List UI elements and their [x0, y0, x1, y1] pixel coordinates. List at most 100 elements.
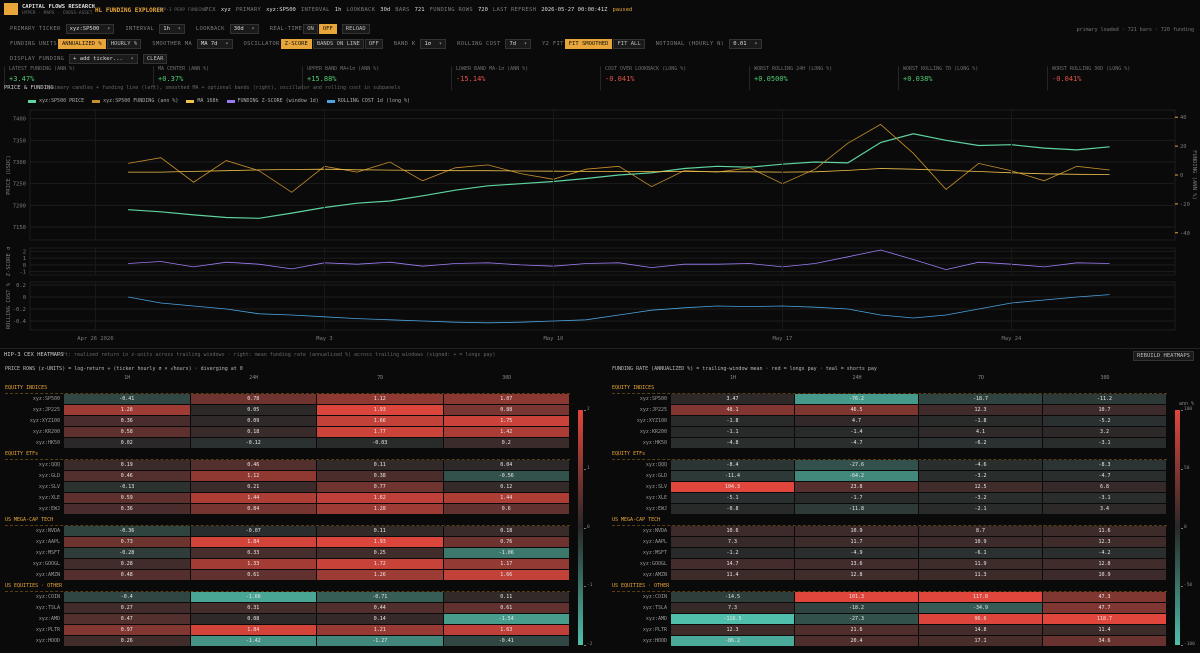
legend: xyz:SP500 PRICE xyz:SP500 FUNDING (ann %)…	[28, 98, 410, 104]
heatmap-cell: 1.07	[443, 394, 569, 404]
colorbar-tick	[584, 645, 586, 646]
select[interactable]: 1h	[159, 24, 185, 34]
toggle-option[interactable]: ON	[303, 24, 318, 34]
stat-value: +0.038%	[903, 75, 933, 83]
button[interactable]: CLEAR	[142, 54, 168, 64]
select[interactable]: 1σ	[420, 39, 447, 49]
heatmap-cell: -5.2	[1043, 416, 1166, 426]
colorbar-tick	[584, 468, 586, 470]
toggle-option[interactable]: ANNUALIZED %	[57, 39, 106, 49]
heatmap-cell: 0.48	[64, 570, 190, 580]
ticker: xyz:SP500	[639, 396, 667, 402]
heatmap-cell: 1.28	[64, 405, 190, 415]
column-header: 1H	[124, 375, 131, 381]
colorbar-tick-label: -50	[1184, 583, 1193, 589]
legend-item: ROLLING COST 1d (long %)	[326, 98, 410, 104]
status-label: BARS	[395, 7, 410, 13]
heatmap-cell: 0.44	[317, 603, 443, 613]
heatmap-cell: 48.1	[671, 405, 794, 415]
select[interactable]: 0.01	[729, 39, 762, 49]
heatmap-cell: 1.84	[190, 537, 316, 547]
legend-label: xyz:SP500 FUNDING (ann %)	[103, 98, 179, 104]
heatmap-cell: -1.66	[190, 592, 316, 602]
heatmap-cell: -3.1	[1043, 493, 1166, 503]
heatmap-cell: 0.11	[317, 460, 443, 470]
toggle-option[interactable]: BANDS ON LINE	[312, 39, 364, 49]
heatmap-cell: -116.5	[671, 614, 794, 624]
ticker: xyz:COIN	[35, 594, 60, 600]
ticker: xyz:HK50	[642, 440, 667, 446]
select[interactable]: 7d	[505, 39, 532, 49]
status-label: FUNDING ROWS	[429, 7, 473, 13]
y-tick-label: 0	[23, 263, 26, 269]
heatmap-cell: -4.6	[919, 460, 1042, 470]
stat: COST OVER LOOKBACK (LONG %) -0.041%	[600, 66, 745, 90]
heatmap-cell: 0.61	[190, 570, 316, 580]
column-header: 30D	[502, 375, 512, 381]
button[interactable]: RELOAD	[341, 24, 370, 34]
ticker: xyz:TSLA	[35, 605, 60, 611]
heatmap-cell: 10.6	[671, 526, 794, 536]
x-tick-label: May 24	[1001, 336, 1022, 342]
stat-value: +3.47%	[9, 75, 35, 83]
heatmap-cell: -18.2	[795, 603, 918, 613]
stat-value: -0.041%	[1052, 75, 1082, 83]
colorbar-tick-label: 50	[1184, 465, 1190, 471]
toggle-option[interactable]: Z-SCORE	[280, 39, 312, 49]
heatmap-cell: 101.3	[795, 592, 918, 602]
heatmap-cell: 0.36	[64, 504, 190, 514]
heatmap-cell: 0.59	[64, 493, 190, 503]
stat-label: LOWER BAND MA-1σ (ANN %)	[456, 66, 529, 72]
heatmap-cell: 23.8	[795, 482, 918, 492]
heatmap-cell: -1.42	[190, 636, 316, 646]
legend-swatch	[226, 99, 235, 103]
toggle-option[interactable]: OFF	[364, 39, 383, 49]
heatmap-cell: 104.3	[671, 482, 794, 492]
heatmap-cell: 11.9	[919, 559, 1042, 569]
heatmap-cell: 7.3	[671, 603, 794, 613]
colorbar-tick-label: 0	[1184, 524, 1187, 530]
heatmap-cell: -0.36	[64, 526, 190, 536]
y-tick-label: 0	[23, 295, 26, 301]
status-value: 30d	[380, 7, 391, 13]
heatmap-cell: 10.9	[795, 526, 918, 536]
heatmap-cell: 0.2	[443, 438, 569, 448]
heatmap-cell: 0.11	[317, 526, 443, 536]
heatmap-cell: -0.8	[671, 504, 794, 514]
select[interactable]: 30d	[229, 24, 259, 34]
select[interactable]: xyz:SP500	[65, 24, 115, 34]
ticker: xyz:COIN	[642, 594, 667, 600]
select[interactable]: + add ticker...	[69, 54, 138, 64]
heatmap-cell: 1.84	[190, 625, 316, 635]
heatmap-cell: 1.93	[317, 405, 443, 415]
heatmap-cell: 1.44	[190, 493, 316, 503]
select[interactable]: MA 7d	[196, 39, 233, 49]
toggle-option[interactable]: FIT SMOOTHED	[564, 39, 613, 49]
heatmap-cell: 0.88	[443, 405, 569, 415]
y2-tick-label: 0	[1180, 173, 1183, 179]
colorbar-tick-label: 0	[587, 524, 590, 530]
price-funding-chart: 715072007250730073507400-40-2002040PRICE…	[6, 109, 1197, 342]
toggle-option[interactable]: HOURLY %	[106, 39, 142, 49]
y-tick-label: 1	[23, 256, 26, 262]
stat-label: MA CENTER (ANN %)	[158, 66, 210, 72]
legend-swatch	[92, 99, 101, 103]
heatmap-cell: 3.2	[1043, 427, 1166, 437]
colorbar-tick-label: -100	[1184, 642, 1195, 647]
heatmap-cell: 10.9	[919, 537, 1042, 547]
ticker: xyz:KR200	[32, 429, 60, 435]
heatmap-cell: 8.7	[919, 526, 1042, 536]
heatmap-cell: 1.72	[317, 559, 443, 569]
y-tick-label: 7200	[13, 203, 26, 209]
column-header: 1H	[729, 375, 737, 381]
toggle-option[interactable]: FIT ALL	[613, 39, 645, 49]
app-title: HL FUNDING EXPLORER	[95, 7, 164, 14]
toggle-option[interactable]: OFF	[318, 24, 337, 34]
stat: LATEST FUNDING (ANN %) +3.47%	[4, 66, 149, 90]
control-label: NOTIONAL (HOURLY N)	[655, 41, 725, 47]
legend-item: xyz:SP500 FUNDING (ann %)	[92, 98, 178, 104]
rebuild-button[interactable]: REBUILD HEATMAPS	[1133, 351, 1194, 361]
status-label: LOOKBACK	[346, 7, 376, 13]
heatmap-cell: 118.7	[1043, 614, 1166, 624]
heatmap-title: FUNDING RATE (ANNUALIZED %) = trailing-w…	[612, 366, 877, 372]
